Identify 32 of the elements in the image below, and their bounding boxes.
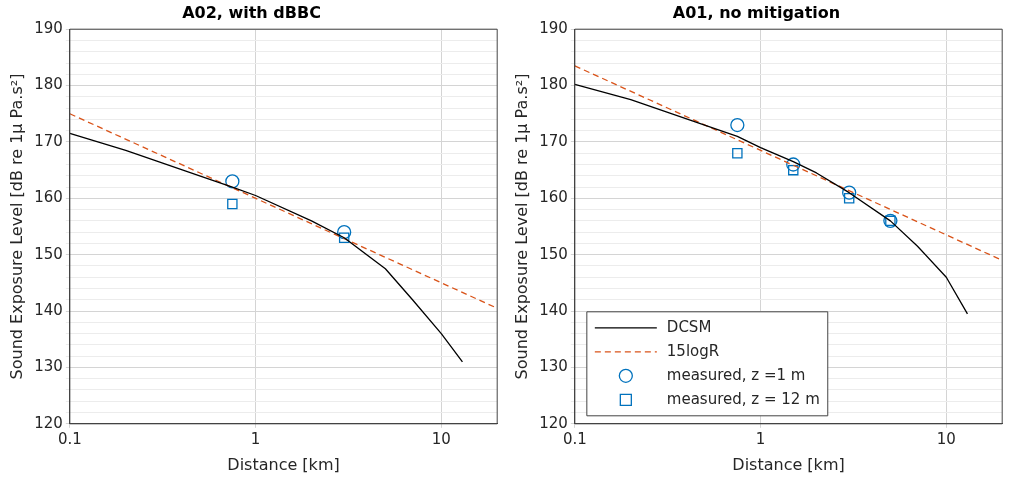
y-tick-label: 150 <box>34 244 63 263</box>
y-tick-label: 120 <box>539 413 568 432</box>
y-tick-label: 190 <box>34 19 63 38</box>
x-axis-title: Distance [km] <box>732 454 845 474</box>
y-tick-label: 140 <box>34 300 63 319</box>
chart-title: A01, no mitigation <box>672 2 841 22</box>
y-tick-label: 180 <box>539 75 568 94</box>
y-tick-label: 140 <box>539 300 568 319</box>
y-tick-label: 170 <box>34 131 63 150</box>
y-tick-label: 130 <box>539 357 568 376</box>
x-tick-label: 0.1 <box>57 429 82 448</box>
y-tick-label: 190 <box>539 19 568 38</box>
x-tick-label: 10 <box>936 429 956 448</box>
y-tick-label: 130 <box>34 357 63 376</box>
y-tick-label: 170 <box>539 131 568 150</box>
y-tick-label: 180 <box>34 75 63 94</box>
y-tick-label: 160 <box>539 188 568 207</box>
chart-title: A02, with dBBC <box>182 2 321 22</box>
y-tick-label: 160 <box>34 188 63 207</box>
legend-label: DCSM <box>666 317 712 336</box>
y-tick-label: 120 <box>34 413 63 432</box>
y-axis-title: Sound Exposure Level [dB re 1μ Pa.s²] <box>511 73 531 380</box>
x-tick-label: 1 <box>250 429 261 448</box>
x-tick-label: 1 <box>755 429 766 448</box>
x-tick-label: 10 <box>431 429 451 448</box>
x-axis-title: Distance [km] <box>227 454 340 474</box>
y-axis-title: Sound Exposure Level [dB re 1μ Pa.s²] <box>6 73 26 380</box>
legend-label: measured, z = 12 m <box>666 389 820 408</box>
legend-label: measured, z =1 m <box>666 365 806 384</box>
x-tick-label: 0.1 <box>562 429 587 448</box>
legend-label: 15logR <box>666 341 720 360</box>
y-tick-label: 150 <box>539 244 568 263</box>
